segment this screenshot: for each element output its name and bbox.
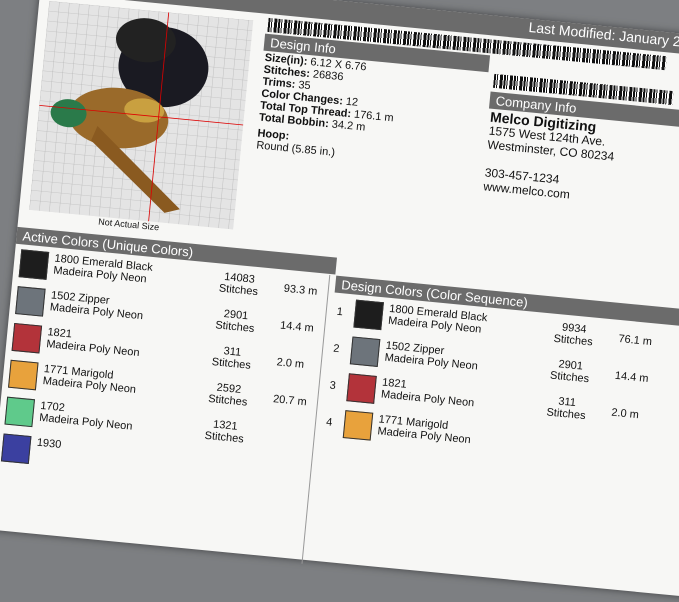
color-swatch [353,299,384,331]
thread-length: 14.4 m [614,369,649,385]
thread-brand: Madeira Poly Neon [380,388,475,410]
active-colors: 1800 Emerald Black Madeira Poly Neon 14083… [0,244,331,564]
color-swatch [8,359,39,391]
company-info: Melco Digitizing 1575 West 124th Ave. We… [483,109,618,206]
thread-length: 2.0 m [276,356,305,371]
seq-index: 2 [332,342,340,356]
thread-length: 14.4 m [279,319,315,335]
thread-length: 93.3 m [283,282,318,298]
color-swatch [349,336,381,367]
thread-length: 76.1 m [617,332,653,349]
color-swatch [11,322,43,354]
info-value: 26836 [312,68,344,84]
design-image [29,0,254,230]
thread-length: 20.7 m [272,393,308,409]
color-swatch [18,249,50,280]
thread-brand: Madeira Poly Neon [45,338,141,360]
info-value: 34.2 m [331,118,366,134]
thread-brand: Madeira Poly Neon [38,411,133,433]
color-swatch [346,373,377,404]
info-value: Round (5.85 in.) [255,139,336,159]
color-swatch [0,433,32,464]
color-swatch [342,410,374,441]
seq-index: 3 [329,379,337,393]
design-colors: 1 1800 Emerald Black Madeira Poly Neon 9934… [309,294,679,600]
thread-length: 2.0 m [610,406,640,422]
color-name: 1930 [36,436,62,451]
seq-index: 1 [336,305,344,319]
color-swatch [15,286,46,317]
